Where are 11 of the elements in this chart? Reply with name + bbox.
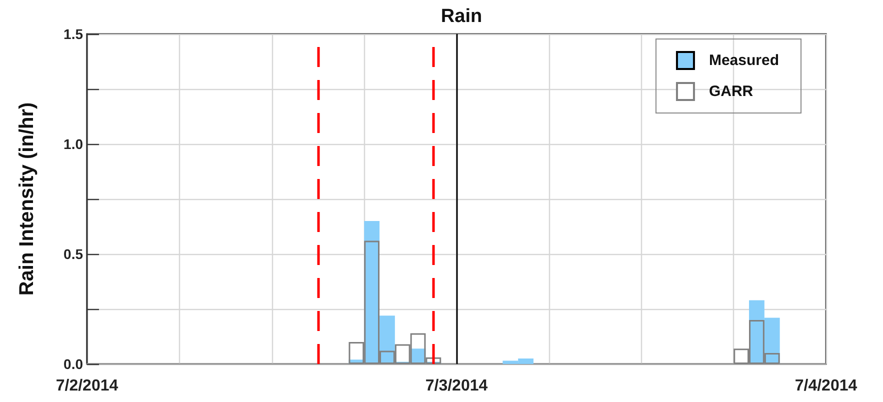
y-tick-label: 0.0 bbox=[64, 356, 84, 372]
y-tick-label: 0.5 bbox=[64, 246, 84, 262]
x-tick-label: 7/4/2014 bbox=[794, 378, 858, 394]
x-tick-label: 7/3/2014 bbox=[425, 378, 488, 394]
y-axis-title: Rain Intensity (in/hr) bbox=[16, 102, 38, 296]
y-tick-label: 1.5 bbox=[64, 26, 84, 42]
chart-title: Rain bbox=[440, 6, 482, 27]
x-tick-label: 7/2/2014 bbox=[56, 378, 118, 394]
y-tick-label: 1.0 bbox=[64, 136, 84, 152]
legend-label: Measured bbox=[708, 52, 780, 69]
legend-label: GARR bbox=[708, 83, 754, 100]
